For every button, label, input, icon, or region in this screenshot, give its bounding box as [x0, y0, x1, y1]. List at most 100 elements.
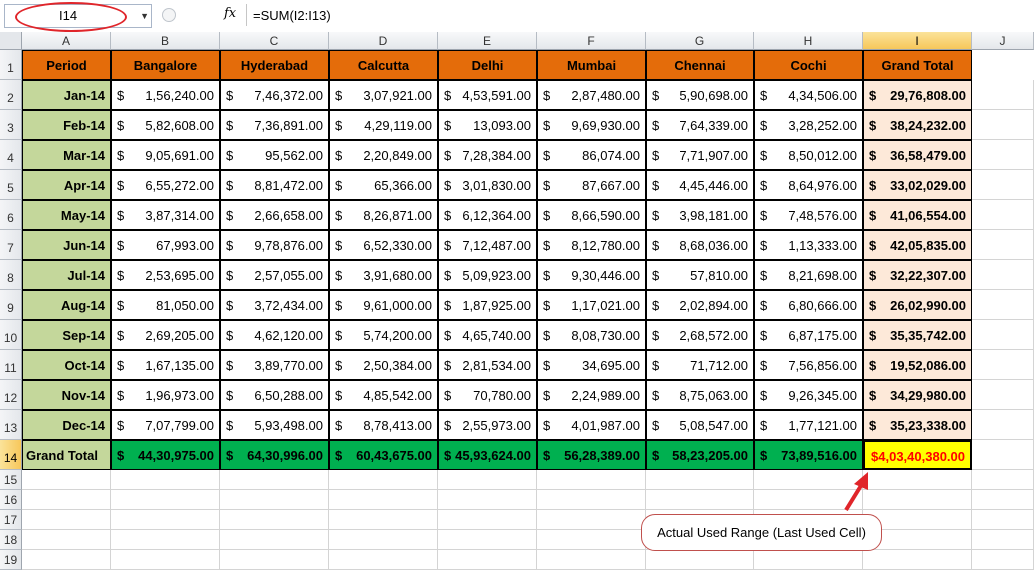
value-cell[interactable]: $4,53,591.00 — [438, 80, 537, 110]
value-cell[interactable]: $6,52,330.00 — [329, 230, 438, 260]
column-header-g[interactable]: G — [646, 32, 754, 50]
value-cell[interactable]: $7,12,487.00 — [438, 230, 537, 260]
value-cell[interactable]: $1,87,925.00 — [438, 290, 537, 320]
empty-cell[interactable] — [863, 490, 972, 510]
empty-cell[interactable] — [22, 530, 111, 550]
empty-cell[interactable] — [863, 510, 972, 530]
empty-cell[interactable] — [972, 290, 1034, 320]
value-cell[interactable]: $8,12,780.00 — [537, 230, 646, 260]
empty-cell[interactable] — [111, 470, 220, 490]
empty-cell[interactable] — [537, 510, 646, 530]
value-cell[interactable]: $8,26,871.00 — [329, 200, 438, 230]
value-cell[interactable]: $1,13,333.00 — [754, 230, 863, 260]
header-cell[interactable]: Bangalore — [111, 50, 220, 80]
column-header-c[interactable]: C — [220, 32, 329, 50]
empty-cell[interactable] — [646, 490, 754, 510]
value-cell[interactable]: $1,67,135.00 — [111, 350, 220, 380]
value-cell[interactable]: $8,21,698.00 — [754, 260, 863, 290]
total-cell[interactable]: $42,05,835.00 — [863, 230, 972, 260]
value-cell[interactable]: $8,78,413.00 — [329, 410, 438, 440]
value-cell[interactable]: $5,08,547.00 — [646, 410, 754, 440]
value-cell[interactable]: $6,87,175.00 — [754, 320, 863, 350]
empty-cell[interactable] — [646, 470, 754, 490]
empty-cell[interactable] — [111, 530, 220, 550]
value-cell[interactable]: $6,50,288.00 — [220, 380, 329, 410]
value-cell[interactable]: $4,01,987.00 — [537, 410, 646, 440]
empty-cell[interactable] — [438, 530, 537, 550]
value-cell[interactable]: $9,05,691.00 — [111, 140, 220, 170]
row-header-14[interactable]: 14 — [0, 440, 22, 470]
value-cell[interactable]: $1,17,021.00 — [537, 290, 646, 320]
value-cell[interactable]: $13,093.00 — [438, 110, 537, 140]
value-cell[interactable]: $8,81,472.00 — [220, 170, 329, 200]
row-header-6[interactable]: 6 — [0, 200, 22, 230]
value-cell[interactable]: $4,62,120.00 — [220, 320, 329, 350]
value-cell[interactable]: $2,20,849.00 — [329, 140, 438, 170]
period-cell[interactable]: Dec-14 — [22, 410, 111, 440]
total-cell[interactable]: $41,06,554.00 — [863, 200, 972, 230]
formula-input[interactable]: =SUM(I2:I13) — [246, 4, 1031, 26]
value-cell[interactable]: $6,12,364.00 — [438, 200, 537, 230]
column-header-e[interactable]: E — [438, 32, 537, 50]
value-cell[interactable]: $34,695.00 — [537, 350, 646, 380]
empty-cell[interactable] — [220, 530, 329, 550]
grand-total-cell[interactable]: $60,43,675.00 — [329, 440, 438, 470]
total-cell[interactable]: $26,02,990.00 — [863, 290, 972, 320]
expand-circle-icon[interactable] — [162, 8, 176, 22]
empty-cell[interactable] — [329, 470, 438, 490]
empty-cell[interactable] — [438, 490, 537, 510]
value-cell[interactable]: $5,09,923.00 — [438, 260, 537, 290]
name-box[interactable]: I14 ▼ — [4, 4, 152, 28]
row-header-8[interactable]: 8 — [0, 260, 22, 290]
value-cell[interactable]: $9,69,930.00 — [537, 110, 646, 140]
value-cell[interactable]: $2,81,534.00 — [438, 350, 537, 380]
value-cell[interactable]: $2,24,989.00 — [537, 380, 646, 410]
value-cell[interactable]: $67,993.00 — [111, 230, 220, 260]
empty-cell[interactable] — [438, 510, 537, 530]
period-cell[interactable]: Jan-14 — [22, 80, 111, 110]
empty-cell[interactable] — [972, 510, 1034, 530]
empty-cell[interactable] — [972, 200, 1034, 230]
row-header-1[interactable]: 1 — [0, 50, 22, 80]
empty-cell[interactable] — [22, 490, 111, 510]
empty-cell[interactable] — [972, 530, 1034, 550]
value-cell[interactable]: $2,50,384.00 — [329, 350, 438, 380]
value-cell[interactable]: $5,90,698.00 — [646, 80, 754, 110]
period-cell[interactable]: Oct-14 — [22, 350, 111, 380]
value-cell[interactable]: $7,64,339.00 — [646, 110, 754, 140]
empty-cell[interactable] — [438, 550, 537, 570]
total-cell[interactable]: $19,52,086.00 — [863, 350, 972, 380]
value-cell[interactable]: $1,56,240.00 — [111, 80, 220, 110]
empty-cell[interactable] — [972, 410, 1034, 440]
value-cell[interactable]: $3,91,680.00 — [329, 260, 438, 290]
value-cell[interactable]: $71,712.00 — [646, 350, 754, 380]
empty-cell[interactable] — [220, 490, 329, 510]
row-header-5[interactable]: 5 — [0, 170, 22, 200]
period-cell[interactable]: Jun-14 — [22, 230, 111, 260]
value-cell[interactable]: $7,07,799.00 — [111, 410, 220, 440]
column-header-f[interactable]: F — [537, 32, 646, 50]
value-cell[interactable]: $2,66,658.00 — [220, 200, 329, 230]
empty-cell[interactable] — [972, 110, 1034, 140]
empty-cell[interactable] — [22, 510, 111, 530]
header-cell[interactable]: Cochi — [754, 50, 863, 80]
row-header-3[interactable]: 3 — [0, 110, 22, 140]
row-header-17[interactable]: 17 — [0, 510, 22, 530]
header-cell[interactable]: Hyderabad — [220, 50, 329, 80]
empty-cell[interactable] — [329, 490, 438, 510]
row-header-4[interactable]: 4 — [0, 140, 22, 170]
empty-cell[interactable] — [220, 470, 329, 490]
empty-cell[interactable] — [111, 490, 220, 510]
total-cell[interactable]: $36,58,479.00 — [863, 140, 972, 170]
column-header-h[interactable]: H — [754, 32, 863, 50]
period-cell[interactable]: Jul-14 — [22, 260, 111, 290]
empty-cell[interactable] — [754, 490, 863, 510]
value-cell[interactable]: $2,55,973.00 — [438, 410, 537, 440]
column-header-i[interactable]: I — [863, 32, 972, 50]
value-cell[interactable]: $5,93,498.00 — [220, 410, 329, 440]
row-header-16[interactable]: 16 — [0, 490, 22, 510]
period-cell[interactable]: Aug-14 — [22, 290, 111, 320]
empty-cell[interactable] — [972, 140, 1034, 170]
row-header-18[interactable]: 18 — [0, 530, 22, 550]
period-cell[interactable]: Feb-14 — [22, 110, 111, 140]
